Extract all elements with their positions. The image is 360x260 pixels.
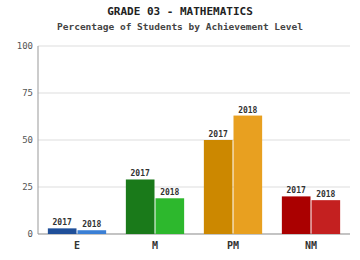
- grid-line: [38, 140, 350, 141]
- chart: GRADE 03 - MATHEMATICS Percentage of Stud…: [0, 0, 360, 260]
- bar-label: 2017: [287, 186, 306, 195]
- bar: [78, 230, 107, 234]
- y-tick-label: 0: [28, 229, 33, 239]
- x-tick-label: E: [74, 240, 80, 251]
- bar-label: 2018: [238, 106, 257, 115]
- bar: [156, 198, 185, 234]
- bar: [204, 140, 233, 234]
- bar: [282, 196, 311, 234]
- bar: [234, 116, 263, 234]
- y-axis: 0 25 50 75 100: [17, 41, 350, 239]
- y-tick-label: 25: [22, 182, 33, 192]
- x-tick-label: M: [152, 240, 158, 251]
- subtitle: Percentage of Students by Achievement Le…: [57, 21, 303, 32]
- bar-label: 2017: [131, 169, 150, 178]
- bar-label: 2018: [82, 220, 101, 229]
- chart-container: GRADE 03 - MATHEMATICS Percentage of Stud…: [0, 0, 360, 260]
- bar-label: 2017: [53, 218, 72, 227]
- grid-line: [38, 93, 350, 94]
- bars: [48, 116, 340, 234]
- x-tick-label: NM: [305, 240, 317, 251]
- bar-label: 2018: [160, 188, 179, 197]
- title: GRADE 03 - MATHEMATICS: [107, 5, 253, 18]
- y-tick-label: 50: [22, 135, 33, 145]
- bar: [312, 200, 341, 234]
- bar-label: 2018: [316, 190, 335, 199]
- y-tick-label: 75: [22, 88, 33, 98]
- grid-line: [38, 46, 350, 47]
- bar-label: 2017: [209, 130, 228, 139]
- y-tick-label: 100: [17, 41, 33, 51]
- bar: [48, 228, 77, 234]
- x-tick-label: PM: [227, 240, 239, 251]
- y-axis-line: [38, 46, 39, 234]
- bar: [126, 179, 155, 234]
- bar-labels: 2017 2018 2017 2018 2017 2018 2017 2018: [53, 106, 336, 230]
